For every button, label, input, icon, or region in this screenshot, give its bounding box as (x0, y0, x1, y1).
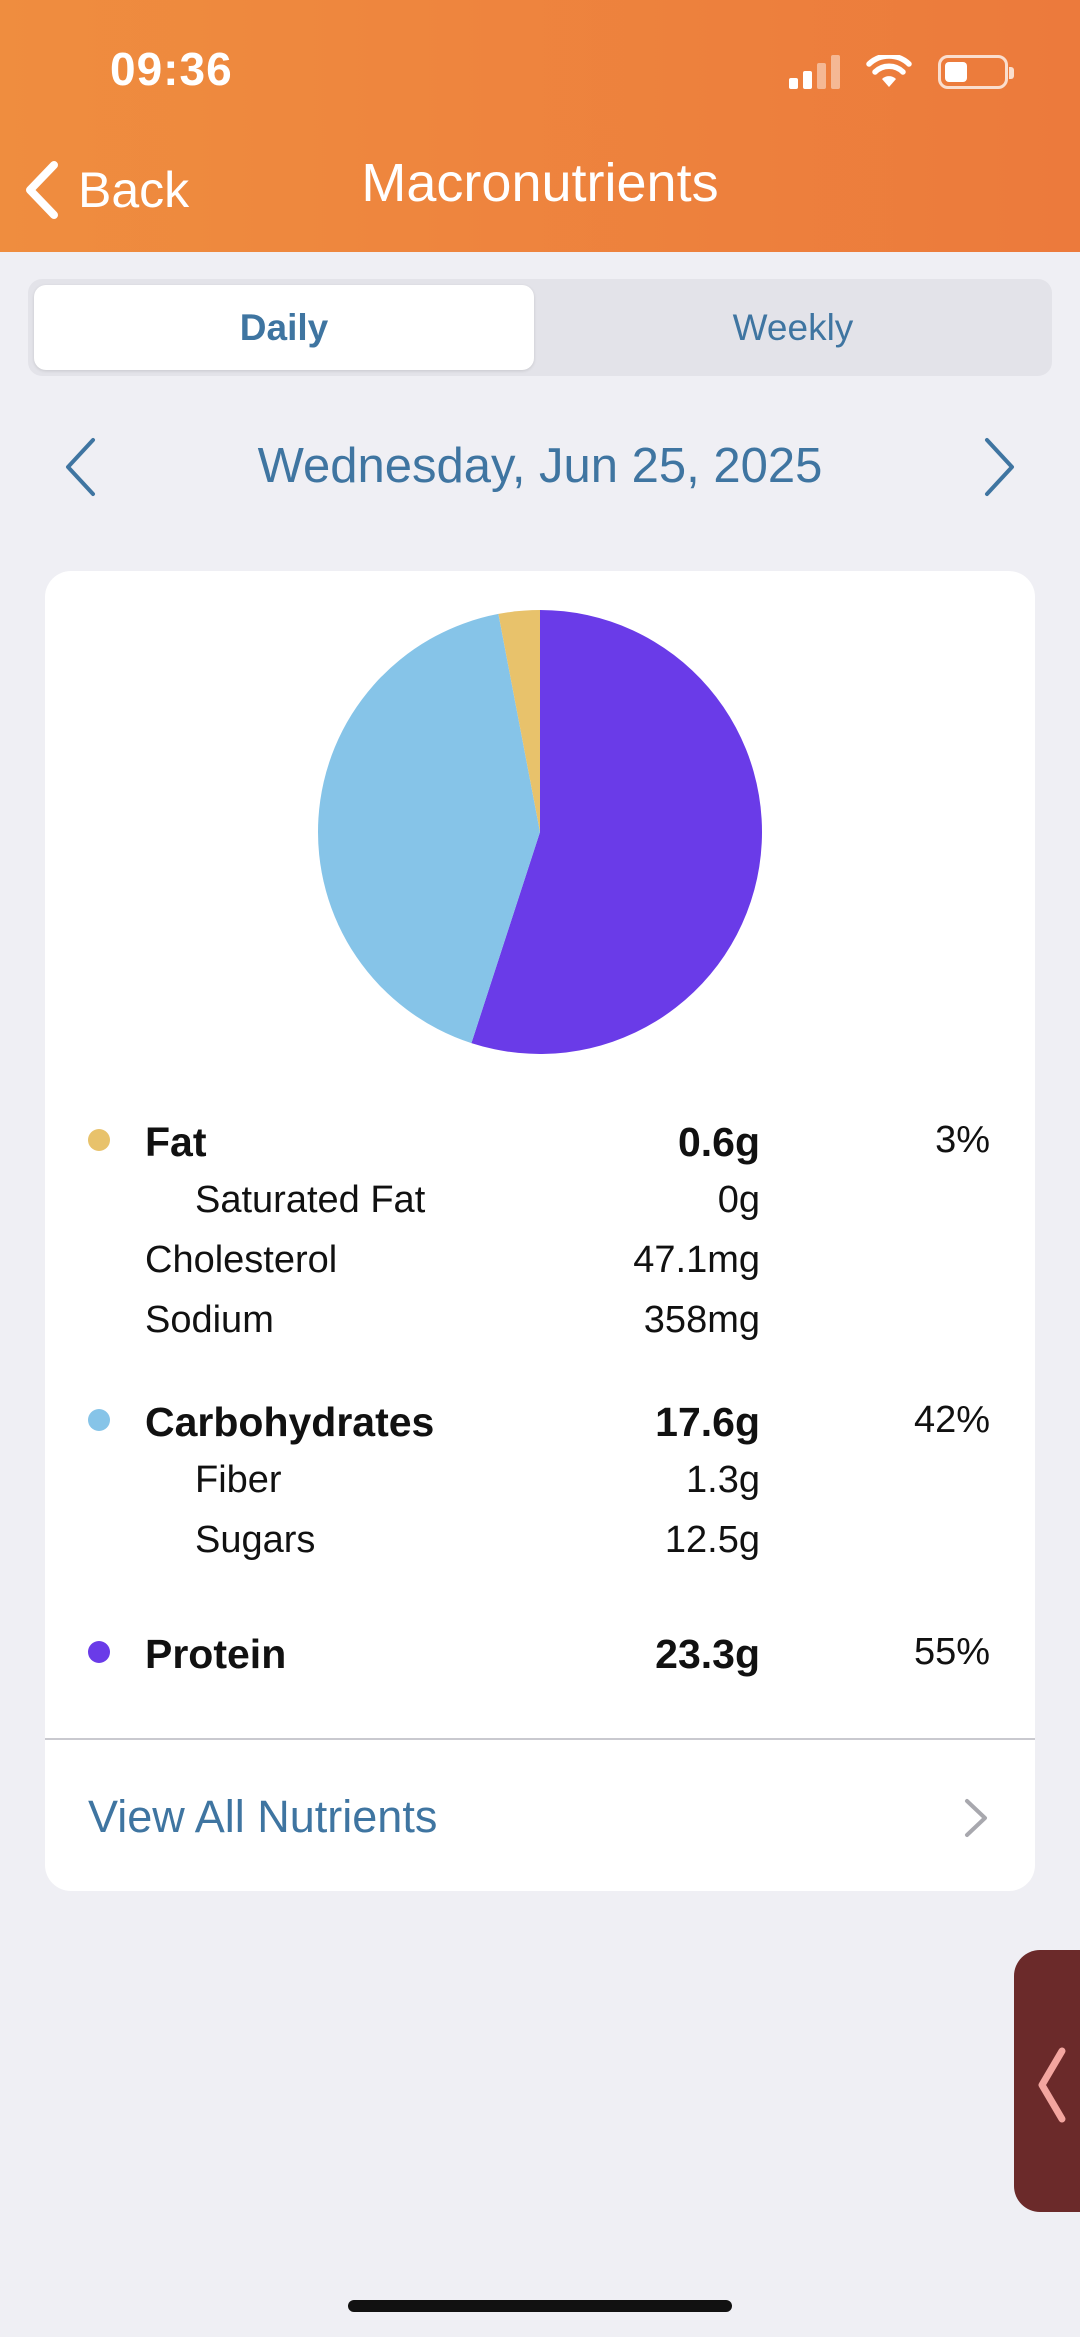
fat-legend-dot (88, 1129, 110, 1151)
chevron-right-icon (965, 1799, 987, 1837)
nutrient-amount: 0.6g (677, 1119, 760, 1165)
pie-slice-protein (471, 610, 763, 1054)
nutrient-name: Fiber (195, 1459, 282, 1501)
view-all-nutrients-link[interactable]: View All Nutrients (45, 1741, 1035, 1891)
nutrient-amount: 358mg (643, 1299, 760, 1341)
chevron-left-icon (1038, 2047, 1066, 2123)
period-segmented-control: Daily Weekly (28, 279, 1052, 376)
nutrient-percent: 3% (935, 1119, 990, 1161)
protein-legend-dot (88, 1641, 110, 1663)
nutrient-name: Cholesterol (145, 1239, 338, 1281)
view-all-nutrients-label: View All Nutrients (88, 1791, 438, 1842)
status-time: 09:36 (110, 43, 233, 95)
status-icons (789, 52, 1014, 92)
nutrient-row-fiber: Fiber 1.3g (45, 1449, 1035, 1509)
nutrient-row-fat: Fat 0.6g 3% (45, 1109, 1035, 1169)
nutrient-row-saturated-fat: Saturated Fat 0g (45, 1169, 1035, 1229)
date-label: Wednesday, Jun 25, 2025 (257, 439, 823, 493)
carbohydrates-legend-dot (88, 1409, 110, 1431)
nutrient-percent: 42% (913, 1399, 990, 1441)
nutrient-row-sugars: Sugars 12.5g (45, 1509, 1035, 1569)
nutrient-amount: 47.1mg (633, 1239, 760, 1281)
nutrient-row-cholesterol: Cholesterol 47.1mg (45, 1229, 1035, 1289)
pie-slice-fat (498, 610, 540, 832)
nutrient-amount: 17.6g (655, 1399, 760, 1445)
home-indicator (348, 2300, 732, 2312)
nutrient-name: Protein (145, 1631, 287, 1677)
next-day-button[interactable] (962, 432, 1032, 502)
previous-day-button[interactable] (48, 432, 118, 502)
macronutrients-card: Fat 0.6g 3% Saturated Fat 0g Cholesterol… (45, 571, 1035, 1891)
nutrient-name: Sugars (195, 1519, 316, 1561)
macronutrient-pie-chart (318, 610, 763, 1054)
tab-weekly[interactable]: Weekly (732, 306, 854, 348)
back-button[interactable]: Back (22, 150, 189, 230)
nutrient-amount: 12.5g (664, 1519, 760, 1561)
cellular-signal-icon (789, 55, 840, 89)
nutrient-name: Fat (145, 1119, 207, 1165)
nutrient-name: Carbohydrates (145, 1399, 435, 1445)
nutrient-row-sodium: Sodium 358mg (45, 1289, 1035, 1349)
nutrient-amount: 23.3g (655, 1631, 760, 1677)
nutrient-percent: 55% (913, 1631, 990, 1673)
tab-daily[interactable]: Daily (34, 285, 534, 370)
date-navigator: Wednesday, Jun 25, 2025 (0, 420, 1080, 510)
back-label: Back (78, 162, 190, 218)
nutrient-name: Saturated Fat (195, 1179, 426, 1221)
pie-slice-carbohydrates (318, 613, 540, 1044)
nutrient-row-carbohydrates: Carbohydrates 17.6g 42% (45, 1389, 1035, 1449)
nutrient-amount: 0g (717, 1179, 760, 1221)
card-divider (45, 1738, 1035, 1740)
app-header: 09:36 Back Macronutrients (0, 0, 1080, 252)
wifi-icon (866, 55, 912, 87)
chevron-left-icon (26, 161, 58, 219)
side-panel-handle[interactable] (1014, 1950, 1080, 2212)
nutrient-name: Sodium (145, 1299, 274, 1341)
nutrient-amount: 1.3g (686, 1459, 760, 1501)
page-title: Macronutrients (361, 153, 719, 213)
nutrient-row-protein: Protein 23.3g 55% (45, 1621, 1035, 1681)
battery-icon (938, 55, 1014, 89)
